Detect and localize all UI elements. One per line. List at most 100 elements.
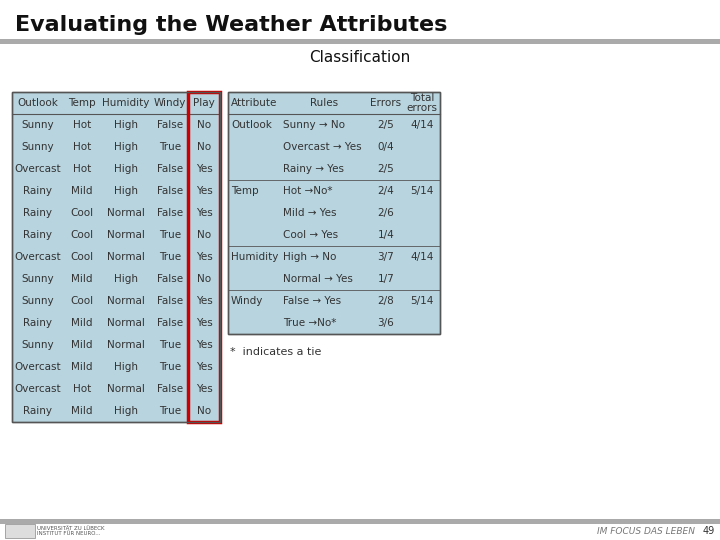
Text: 1/7: 1/7 xyxy=(377,274,395,284)
Text: Attribute: Attribute xyxy=(231,98,277,108)
Text: Classification: Classification xyxy=(310,51,410,65)
Text: Sunny: Sunny xyxy=(22,142,54,152)
Text: Normal → Yes: Normal → Yes xyxy=(283,274,353,284)
Text: Hot: Hot xyxy=(73,384,91,394)
Bar xyxy=(188,92,220,422)
Text: No: No xyxy=(197,274,211,284)
Text: Outlook: Outlook xyxy=(17,98,58,108)
Text: 0/4: 0/4 xyxy=(378,142,395,152)
Text: Mild: Mild xyxy=(71,186,93,196)
Text: Overcast: Overcast xyxy=(14,362,61,372)
Text: IM FOCUS DAS LEBEN: IM FOCUS DAS LEBEN xyxy=(597,526,695,536)
Text: High: High xyxy=(114,120,138,130)
Text: False: False xyxy=(157,120,183,130)
Text: Mild: Mild xyxy=(71,362,93,372)
Text: Sunny → No: Sunny → No xyxy=(283,120,345,130)
Text: False → Yes: False → Yes xyxy=(283,296,341,306)
Text: No: No xyxy=(197,142,211,152)
Text: 1/4: 1/4 xyxy=(377,230,395,240)
Text: False: False xyxy=(157,186,183,196)
Text: Overcast → Yes: Overcast → Yes xyxy=(283,142,361,152)
Text: High: High xyxy=(114,274,138,284)
Text: True: True xyxy=(159,252,181,262)
Text: True: True xyxy=(159,230,181,240)
Text: Rainy: Rainy xyxy=(24,186,53,196)
Text: False: False xyxy=(157,164,183,174)
Text: Cool: Cool xyxy=(71,296,94,306)
Text: Humidity: Humidity xyxy=(102,98,150,108)
Text: True: True xyxy=(159,406,181,416)
Bar xyxy=(12,92,220,422)
Text: Mild: Mild xyxy=(71,340,93,350)
Text: Yes: Yes xyxy=(196,164,212,174)
Text: Humidity: Humidity xyxy=(231,252,279,262)
Text: Normal: Normal xyxy=(107,340,145,350)
Text: Mild → Yes: Mild → Yes xyxy=(283,208,336,218)
Text: False: False xyxy=(157,318,183,328)
Text: Yes: Yes xyxy=(196,208,212,218)
Text: Evaluating the Weather Attributes: Evaluating the Weather Attributes xyxy=(15,15,447,35)
Text: Temp: Temp xyxy=(68,98,96,108)
Text: errors: errors xyxy=(407,103,438,113)
Text: Yes: Yes xyxy=(196,186,212,196)
Text: 3/6: 3/6 xyxy=(377,318,395,328)
Text: 2/5: 2/5 xyxy=(377,164,395,174)
Text: Yes: Yes xyxy=(196,296,212,306)
Text: Overcast: Overcast xyxy=(14,384,61,394)
Text: Sunny: Sunny xyxy=(22,120,54,130)
Text: Rainy: Rainy xyxy=(24,318,53,328)
Bar xyxy=(228,92,440,334)
Text: Windy: Windy xyxy=(231,296,264,306)
Text: Outlook: Outlook xyxy=(231,120,272,130)
Text: Play: Play xyxy=(193,98,215,108)
Text: 3/7: 3/7 xyxy=(377,252,395,262)
Text: False: False xyxy=(157,384,183,394)
Text: High: High xyxy=(114,164,138,174)
Text: No: No xyxy=(197,120,211,130)
Text: Sunny: Sunny xyxy=(22,274,54,284)
Text: Yes: Yes xyxy=(196,340,212,350)
Bar xyxy=(0,39,720,44)
Text: Cool: Cool xyxy=(71,252,94,262)
Text: False: False xyxy=(157,274,183,284)
Text: Rainy: Rainy xyxy=(24,208,53,218)
Text: Cool: Cool xyxy=(71,230,94,240)
Text: False: False xyxy=(157,208,183,218)
Text: Normal: Normal xyxy=(107,296,145,306)
Text: High: High xyxy=(114,406,138,416)
Text: Rainy: Rainy xyxy=(24,230,53,240)
Text: Total: Total xyxy=(410,93,434,103)
Text: Rainy → Yes: Rainy → Yes xyxy=(283,164,344,174)
Text: High: High xyxy=(114,362,138,372)
Text: High: High xyxy=(114,186,138,196)
Text: Hot: Hot xyxy=(73,120,91,130)
Text: Rainy: Rainy xyxy=(24,406,53,416)
Text: Normal: Normal xyxy=(107,384,145,394)
Text: Mild: Mild xyxy=(71,274,93,284)
Text: Hot: Hot xyxy=(73,164,91,174)
Text: No: No xyxy=(197,230,211,240)
Text: Temp: Temp xyxy=(231,186,258,196)
Text: True: True xyxy=(159,362,181,372)
Text: 5/14: 5/14 xyxy=(410,186,433,196)
Text: Mild: Mild xyxy=(71,406,93,416)
Text: Overcast: Overcast xyxy=(14,164,61,174)
Text: True: True xyxy=(159,340,181,350)
Text: 2/4: 2/4 xyxy=(377,186,395,196)
Text: Sunny: Sunny xyxy=(22,340,54,350)
Text: True: True xyxy=(159,142,181,152)
Text: 4/14: 4/14 xyxy=(410,120,433,130)
Text: Windy: Windy xyxy=(154,98,186,108)
Text: Hot →No*: Hot →No* xyxy=(283,186,333,196)
Text: Cool → Yes: Cool → Yes xyxy=(283,230,338,240)
Text: 49: 49 xyxy=(703,526,715,536)
Text: *  indicates a tie: * indicates a tie xyxy=(230,347,321,357)
Text: Yes: Yes xyxy=(196,384,212,394)
Text: Normal: Normal xyxy=(107,230,145,240)
Text: Yes: Yes xyxy=(196,252,212,262)
Text: High → No: High → No xyxy=(283,252,336,262)
Text: Yes: Yes xyxy=(196,362,212,372)
Bar xyxy=(5,524,35,538)
Text: Normal: Normal xyxy=(107,252,145,262)
Bar xyxy=(0,519,720,524)
